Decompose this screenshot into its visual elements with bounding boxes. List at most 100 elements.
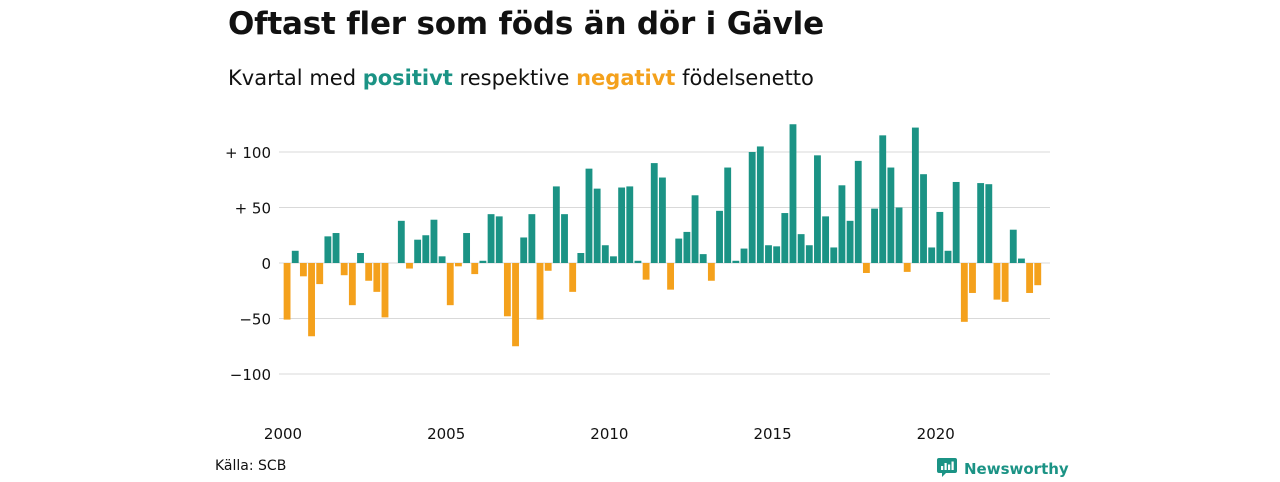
- bar-negative: [455, 263, 462, 267]
- bar-positive: [634, 260, 642, 263]
- bar-negative: [707, 263, 715, 281]
- x-axis-ticks: 2000 2005 2010 2015 2020: [264, 425, 955, 443]
- bar-positive: [716, 210, 723, 263]
- bar-positive: [593, 188, 601, 263]
- bar-positive: [936, 211, 944, 263]
- bar-positive: [487, 214, 495, 263]
- bar-negative: [960, 263, 968, 322]
- bar-negative: [993, 263, 1001, 300]
- y-tick-label: + 50: [235, 200, 271, 218]
- bar-negative: [642, 263, 650, 280]
- bar-positive: [789, 124, 797, 263]
- bar-positive: [618, 187, 626, 263]
- bar-positive: [658, 177, 666, 263]
- bar-negative: [544, 263, 552, 271]
- bar-positive: [879, 135, 887, 263]
- bars: [283, 124, 1042, 347]
- bar-negative: [365, 263, 373, 281]
- bar-positive: [887, 167, 895, 263]
- x-tick-label: 2015: [753, 425, 791, 443]
- bar-positive: [577, 253, 585, 263]
- bar-negative: [969, 263, 976, 293]
- bar-positive: [422, 235, 430, 263]
- y-tick-label: −50: [239, 311, 271, 329]
- bar-positive: [724, 167, 732, 263]
- bar-positive: [430, 219, 438, 263]
- bar-positive: [585, 168, 593, 263]
- bar-positive: [438, 256, 446, 263]
- bar-positive: [765, 245, 772, 263]
- y-tick-label: 0: [261, 255, 271, 273]
- bar-positive: [691, 195, 699, 263]
- bar-positive: [985, 184, 993, 263]
- bar-positive: [610, 256, 617, 263]
- bar-negative: [862, 263, 870, 273]
- subtitle-positive-word: positivt: [362, 66, 453, 90]
- bar-positive: [773, 246, 781, 263]
- bar-negative: [503, 263, 511, 317]
- bar-positive: [520, 237, 528, 263]
- subtitle-prefix: Kvartal med: [228, 66, 357, 90]
- bar-negative: [536, 263, 544, 320]
- bar-positive: [1018, 258, 1025, 263]
- bar-positive: [479, 260, 487, 263]
- bar-negative: [446, 263, 454, 306]
- bar-negative: [569, 263, 577, 292]
- subtitle-negative-word: negativt: [576, 66, 676, 90]
- subtitle-middle: respektive: [459, 66, 570, 90]
- subtitle-suffix: födelsenetto: [682, 66, 814, 90]
- bar-positive: [748, 152, 756, 263]
- bar-positive: [928, 247, 936, 263]
- bar-positive: [552, 186, 560, 263]
- bar-negative: [1026, 263, 1034, 293]
- bar-positive: [291, 250, 299, 263]
- bar-positive: [675, 238, 683, 263]
- bar-positive: [732, 260, 740, 263]
- newsworthy-logo-icon: [936, 456, 958, 482]
- y-tick-label: −100: [230, 366, 271, 384]
- bar-negative: [1034, 263, 1042, 286]
- bar-negative: [512, 263, 519, 347]
- bar-negative: [299, 263, 307, 277]
- bar-negative: [1001, 263, 1009, 302]
- y-axis-ticks: + 100 + 50 0 −50 −100: [225, 144, 271, 384]
- bar-positive: [332, 233, 340, 263]
- bar-positive: [740, 248, 748, 263]
- bar-negative: [340, 263, 348, 276]
- bar-positive: [683, 231, 691, 263]
- bar-positive: [977, 183, 985, 263]
- y-tick-label: + 100: [225, 144, 271, 162]
- bar-positive: [357, 253, 364, 263]
- bar-negative: [381, 263, 389, 318]
- bar-positive: [397, 220, 405, 263]
- bar-positive: [626, 186, 634, 263]
- bar-negative: [316, 263, 324, 285]
- bar-negative: [471, 263, 479, 275]
- newsworthy-brand[interactable]: Newsworthy: [936, 456, 1069, 482]
- x-tick-label: 2010: [590, 425, 628, 443]
- bar-negative: [308, 263, 315, 337]
- bar-negative: [373, 263, 381, 292]
- bar-positive: [952, 181, 960, 263]
- bar-negative: [283, 263, 291, 320]
- x-tick-label: 2005: [427, 425, 465, 443]
- bar-positive: [561, 214, 568, 263]
- bar-positive: [601, 245, 609, 263]
- bar-positive: [324, 236, 332, 263]
- bar-positive: [846, 220, 854, 263]
- bar-positive: [822, 216, 830, 263]
- bar-positive: [756, 146, 764, 263]
- x-tick-label: 2020: [917, 425, 955, 443]
- bar-positive: [781, 213, 789, 263]
- bar-positive: [814, 155, 821, 263]
- bar-positive: [911, 127, 919, 263]
- bar-positive: [920, 174, 927, 263]
- bar-positive: [854, 160, 862, 263]
- bar-positive: [650, 163, 658, 263]
- bar-positive: [699, 254, 707, 263]
- bar-positive: [944, 250, 952, 263]
- bar-positive: [1009, 229, 1017, 263]
- chart-title: Oftast fler som föds än dör i Gävle: [228, 6, 824, 42]
- bar-negative: [667, 263, 674, 290]
- bar-negative: [348, 263, 356, 306]
